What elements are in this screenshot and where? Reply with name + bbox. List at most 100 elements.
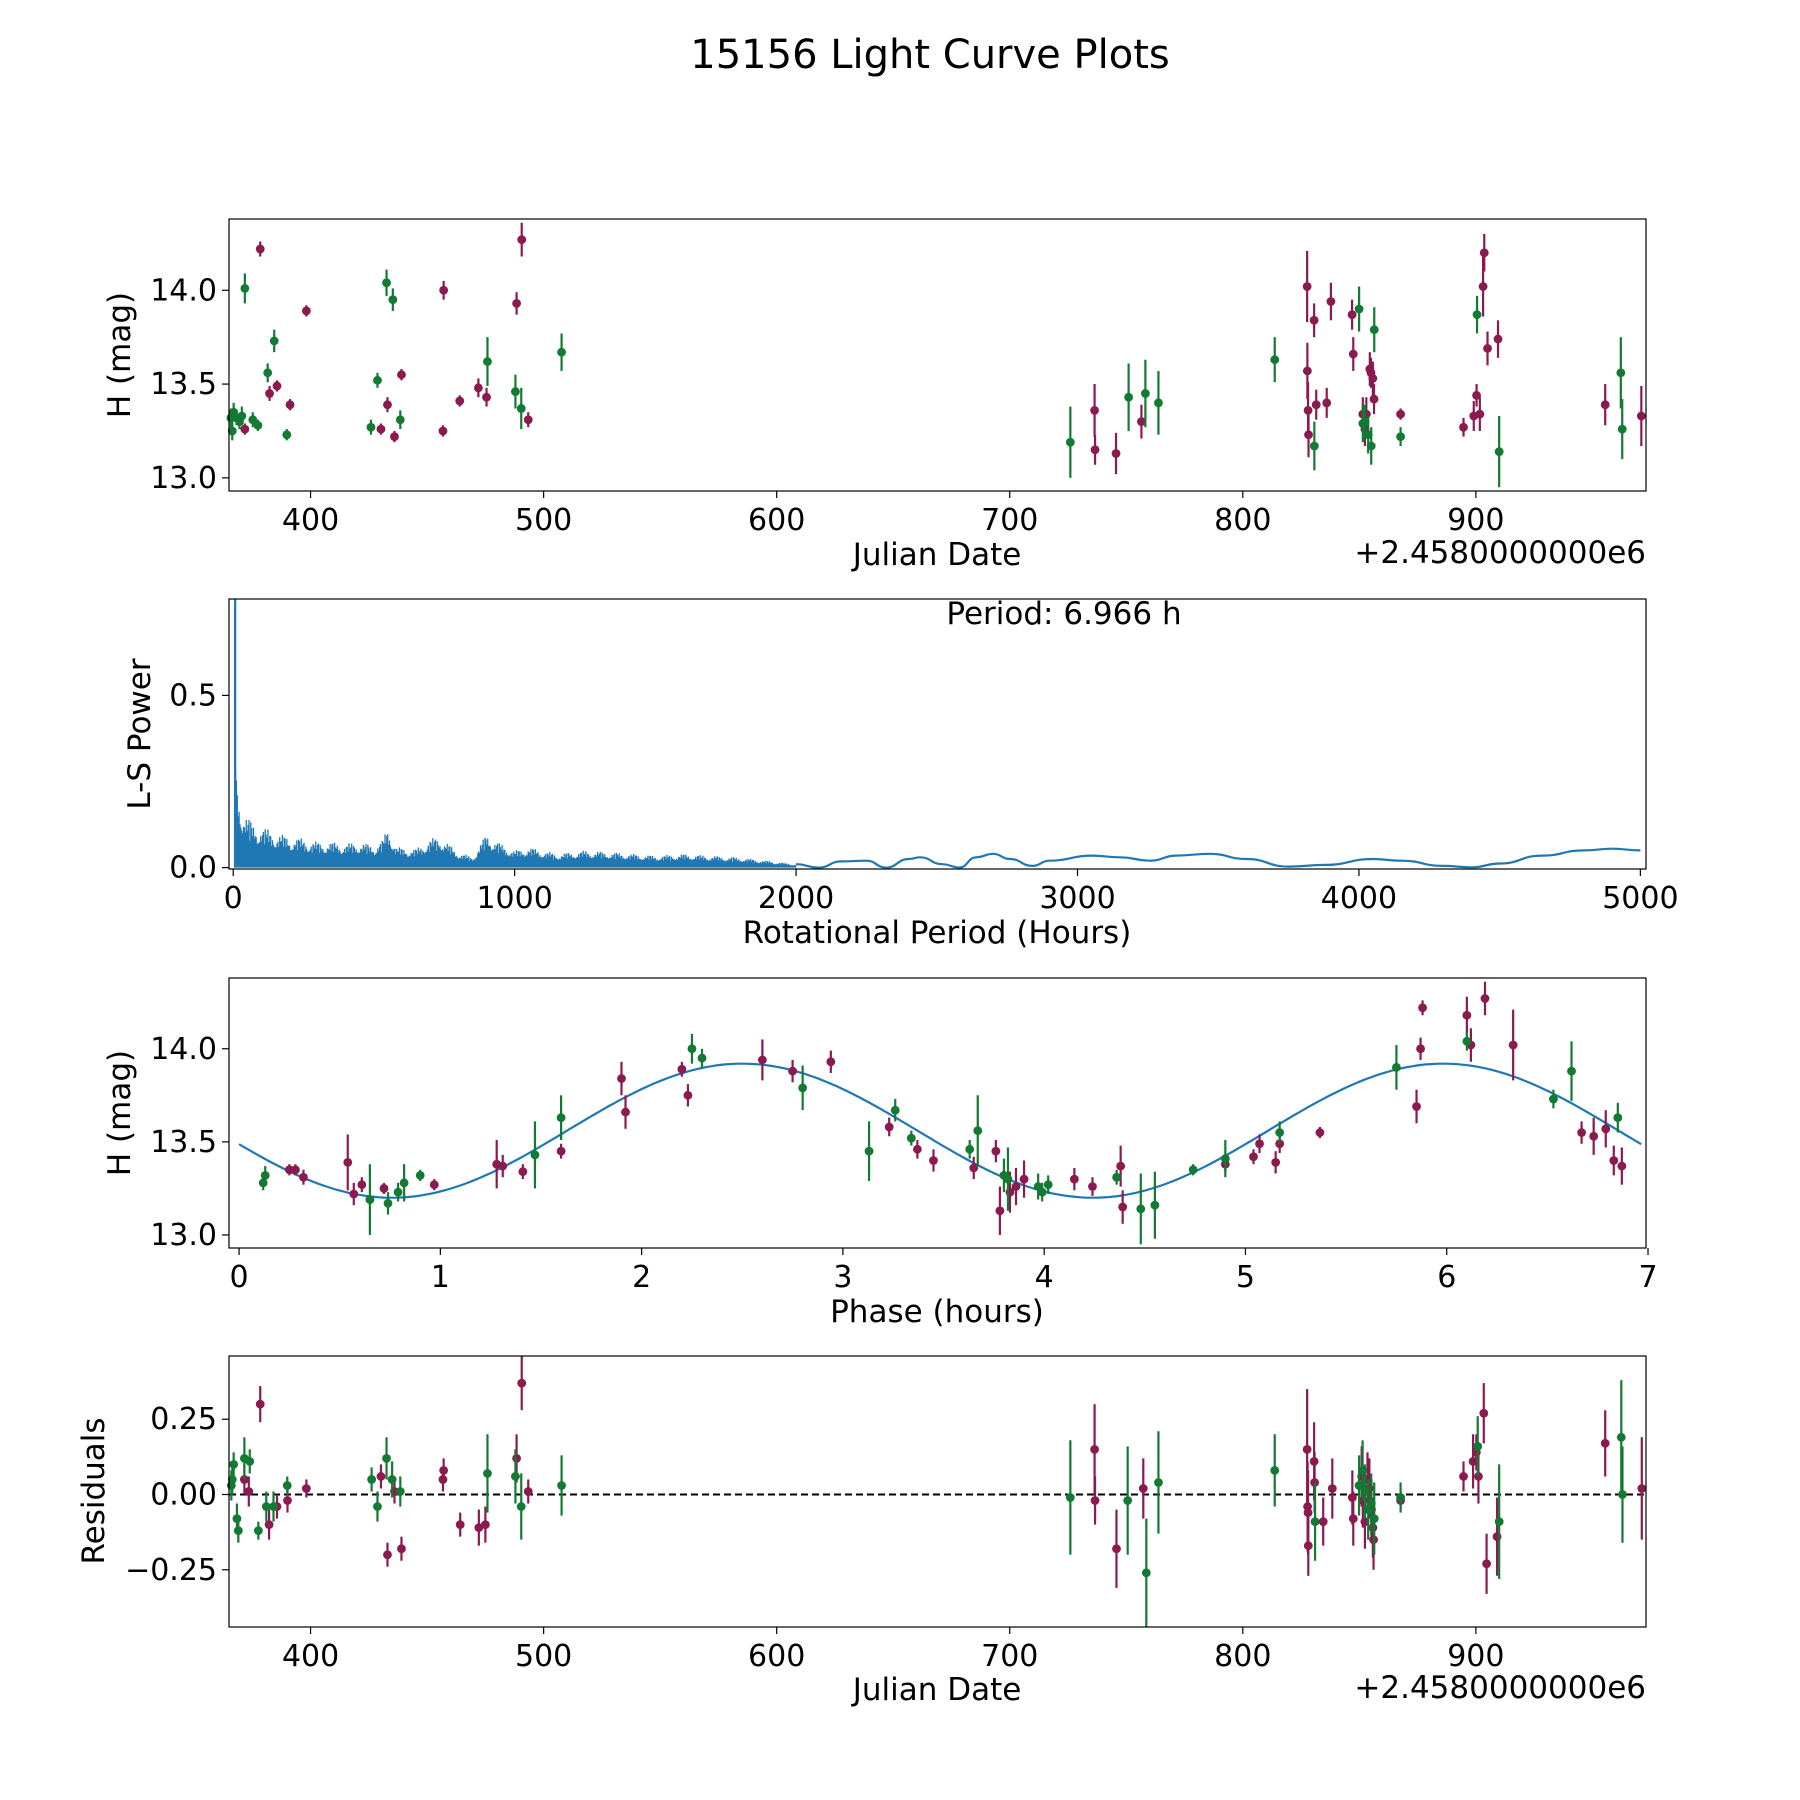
x-tick-label: 7 [1638, 1260, 1657, 1295]
data-point [1303, 1541, 1313, 1551]
data-point [1416, 1044, 1425, 1054]
x-tick-label: 800 [1214, 1639, 1271, 1674]
data-point [255, 1399, 265, 1409]
x-tick-label: 2 [632, 1260, 651, 1295]
data-point [1636, 411, 1646, 421]
data-point [1270, 355, 1280, 365]
residuals-x-label: Julian Date [851, 1672, 1022, 1708]
data-point [480, 1520, 490, 1530]
data-point [890, 1105, 900, 1115]
data-point [1601, 1124, 1611, 1134]
data-point [1600, 1438, 1610, 1448]
data-point [697, 1053, 707, 1063]
data-point [826, 1057, 836, 1067]
data-point [1616, 1432, 1626, 1442]
data-point [1616, 368, 1626, 378]
data-point [383, 1198, 393, 1208]
data-point [1473, 1441, 1483, 1451]
x-tick-label: 2000 [758, 881, 834, 916]
data-point [387, 1475, 397, 1484]
data-point [1275, 1128, 1285, 1137]
y-tick-label: 0.00 [150, 1478, 217, 1513]
data-point [1366, 441, 1376, 451]
data-point [1472, 310, 1482, 320]
data-point [349, 1189, 359, 1199]
data-point [382, 1453, 391, 1463]
data-point [1150, 1200, 1160, 1210]
data-point [229, 1460, 239, 1469]
data-point [757, 1055, 767, 1065]
data-point [517, 1378, 527, 1388]
data-point [264, 1520, 274, 1530]
data-point [511, 387, 520, 396]
data-point [1494, 1517, 1504, 1527]
period-annotation: Period: 6.966 h [946, 596, 1181, 632]
phased-ticks: 0 1 2 3 4 5 6 7 13.0 13.5 14.0 [150, 1032, 1657, 1295]
data-point [1600, 400, 1610, 410]
data-point [1090, 1444, 1099, 1454]
data-point [517, 235, 527, 245]
data-point [1090, 1496, 1100, 1505]
y-tick-label: 13.5 [150, 1125, 217, 1160]
data-point [1369, 1514, 1379, 1523]
data-point [376, 1472, 386, 1481]
x-tick-label: 0 [224, 881, 243, 916]
data-point [473, 383, 483, 393]
data-point [1327, 1484, 1337, 1493]
data-point [1482, 1559, 1491, 1569]
lightcurve-y-label: H (mag) [102, 292, 138, 418]
data-point [1141, 1568, 1151, 1578]
data-point [395, 1487, 405, 1496]
data-point [376, 424, 386, 434]
model-curve [238, 1062, 1642, 1199]
data-point [455, 396, 465, 406]
data-point [1090, 445, 1100, 455]
data-point [383, 400, 392, 410]
data-point [1271, 1157, 1281, 1167]
data-point [1011, 1182, 1021, 1191]
data-point [438, 426, 448, 436]
data-point [1304, 430, 1313, 440]
data-point [1326, 297, 1336, 306]
data-point [864, 1146, 874, 1156]
data-point [265, 389, 274, 398]
data-point [373, 375, 382, 385]
data-point [1478, 282, 1488, 291]
data-point [1003, 1174, 1013, 1184]
data-point [388, 295, 398, 305]
data-point [1303, 1508, 1313, 1517]
data-point [498, 1161, 508, 1171]
data-point [269, 1502, 278, 1511]
data-point [556, 1146, 566, 1156]
data-point [1577, 1128, 1586, 1137]
data-point [1309, 441, 1319, 451]
data-point [1090, 405, 1099, 415]
data-point [1475, 409, 1485, 419]
x-tick-label: 700 [981, 503, 1038, 538]
data-point [1549, 1094, 1558, 1104]
data-point [1116, 1161, 1126, 1171]
data-point [1019, 1174, 1029, 1184]
data-point [455, 1520, 465, 1530]
data-point [512, 1453, 521, 1463]
data-point [523, 415, 533, 425]
x-tick-label: 1000 [476, 881, 552, 916]
periodogram-curve [796, 847, 1641, 869]
x-tick-label: 5000 [1602, 881, 1678, 916]
data-point [1303, 405, 1313, 415]
data-point [1617, 1161, 1627, 1171]
data-point [343, 1157, 353, 1167]
data-point [1637, 1484, 1647, 1493]
data-point [1069, 1174, 1079, 1184]
data-point [283, 1496, 292, 1505]
y-tick-label: 0.0 [169, 851, 217, 886]
x-tick-label: 1 [431, 1260, 450, 1295]
data-point [1396, 409, 1405, 419]
data-point [240, 284, 250, 293]
periodogram-dense-region [233, 607, 797, 868]
data-point [798, 1083, 808, 1093]
data-point [1310, 1517, 1320, 1527]
data-point [483, 357, 492, 366]
data-point [1302, 366, 1312, 376]
